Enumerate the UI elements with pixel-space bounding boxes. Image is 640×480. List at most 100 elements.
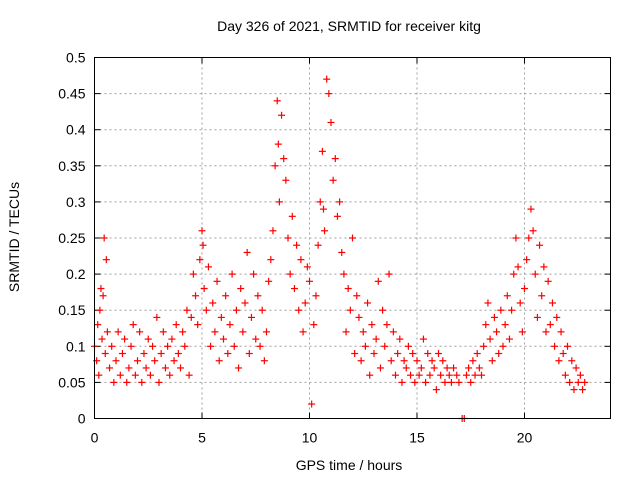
data-point: [271, 162, 279, 170]
data-point: [548, 299, 556, 307]
data-point: [127, 342, 135, 350]
y-tick-label: 0.3: [66, 194, 86, 210]
data-point: [490, 313, 498, 321]
data-point: [349, 234, 356, 242]
data-point: [273, 97, 281, 105]
data-point: [488, 357, 496, 365]
data-point: [497, 306, 505, 314]
x-tick-labels: 0 5 10 15 20: [91, 430, 533, 446]
data-point: [286, 270, 294, 278]
data-point: [166, 371, 174, 379]
data-point: [364, 299, 372, 307]
data-point: [514, 263, 522, 271]
data-point: [293, 241, 301, 249]
data-point: [447, 378, 455, 386]
data-point: [106, 364, 114, 372]
data-point: [372, 335, 380, 343]
data-point: [516, 299, 524, 307]
data-point: [174, 350, 182, 358]
data-point: [155, 378, 163, 386]
data-point: [297, 256, 305, 264]
data-point: [121, 335, 129, 343]
data-point: [99, 292, 107, 300]
data-point: [288, 212, 296, 220]
data-point: [241, 299, 249, 307]
data-point: [499, 342, 507, 350]
data-point: [94, 321, 102, 329]
data-point: [194, 321, 202, 329]
data-point: [284, 234, 292, 242]
data-point: [299, 328, 307, 336]
data-point: [280, 155, 288, 163]
data-point: [432, 386, 440, 394]
data-point: [437, 371, 445, 379]
data-point: [557, 328, 565, 336]
data-point: [306, 277, 313, 285]
data-point: [353, 292, 361, 300]
data-point: [196, 256, 204, 264]
data-point: [445, 371, 453, 379]
data-point: [98, 335, 106, 343]
data-point: [151, 357, 159, 365]
data-point: [508, 306, 516, 314]
data-point: [340, 270, 348, 278]
data-point: [525, 234, 533, 242]
data-point: [157, 350, 165, 358]
data-point: [250, 270, 258, 278]
data-point: [441, 378, 449, 386]
y-tick-label: 0.45: [58, 86, 85, 102]
data-point: [475, 364, 483, 372]
data-point: [192, 292, 200, 300]
data-point: [209, 299, 217, 307]
data-point: [379, 306, 387, 314]
data-point: [359, 328, 367, 336]
data-point: [116, 371, 124, 379]
data-point: [518, 328, 526, 336]
data-point: [413, 357, 421, 365]
data-point: [252, 335, 260, 343]
data-point: [333, 212, 341, 220]
data-point: [581, 378, 589, 386]
data-point: [170, 357, 178, 365]
data-point: [417, 364, 425, 372]
data-point: [146, 371, 154, 379]
data-point: [402, 364, 410, 372]
data-point: [215, 357, 223, 365]
data-point: [200, 285, 208, 293]
data-point: [187, 313, 195, 321]
data-point: [576, 371, 584, 379]
data-point: [123, 378, 131, 386]
y-tick-label: 0.15: [58, 302, 85, 318]
data-point: [357, 357, 365, 365]
data-point: [204, 263, 212, 271]
data-point: [325, 90, 333, 98]
data-point: [443, 364, 451, 372]
data-point: [561, 371, 569, 379]
data-point: [544, 277, 552, 285]
x-tick-label: 0: [91, 430, 99, 446]
plot-frame: [94, 57, 611, 419]
data-point: [469, 357, 477, 365]
chart-title: Day 326 of 2021, SRMTID for receiver kit…: [217, 18, 481, 34]
data-point: [407, 371, 415, 379]
data-point: [574, 378, 582, 386]
data-point: [222, 292, 230, 300]
data-point: [269, 227, 277, 235]
data-point: [553, 313, 561, 321]
data-point: [493, 328, 501, 336]
data-point: [319, 205, 327, 213]
data-point: [370, 350, 378, 358]
data-point: [536, 241, 544, 249]
data-point: [226, 321, 234, 329]
data-point: [376, 364, 384, 372]
data-point: [465, 364, 473, 372]
data-point: [572, 364, 580, 372]
data-point: [295, 306, 303, 314]
y-tick-label: 0.1: [66, 338, 86, 354]
data-point: [527, 205, 535, 213]
data-point: [189, 270, 197, 278]
data-point: [366, 371, 374, 379]
data-point: [308, 400, 316, 408]
data-point: [108, 342, 116, 350]
data-point: [213, 277, 221, 285]
